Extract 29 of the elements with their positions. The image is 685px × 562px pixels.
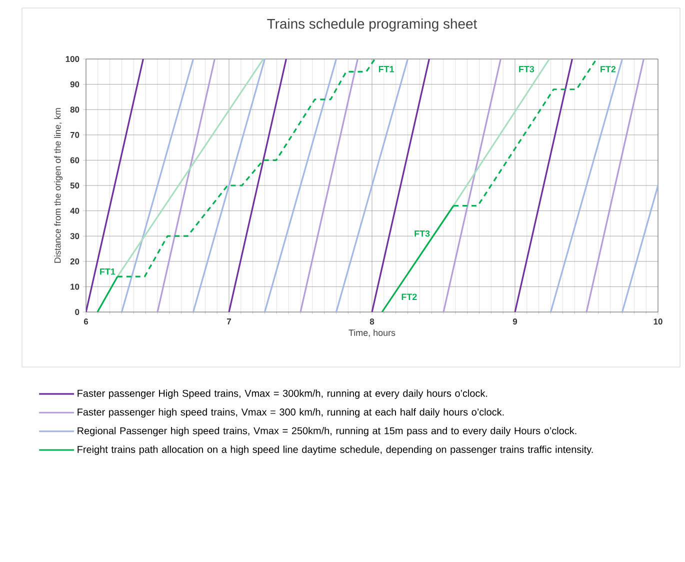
annotation: FT2 <box>600 66 616 72</box>
legend-label: Faster passenger High Speed trains, Vmax = 300km/h, running at every daily hours o’clock. <box>78 390 488 399</box>
legend-label: Regional Passenger high speed trains, Vmax = 250km/h, running at 15m pass and to every daily Hours o’clock. <box>78 426 576 436</box>
y-tick-label: 0 <box>75 309 80 315</box>
y-tick-label: 70 <box>70 132 80 138</box>
x-tick-label: 9 <box>512 318 518 325</box>
y-axis-title: Distance from the origen of the line, km <box>54 108 63 263</box>
y-tick-label: 10 <box>70 284 80 290</box>
y-tick-label: 30 <box>70 233 80 240</box>
x-tick-label: 7 <box>227 318 231 324</box>
legend-label: Freight trains path allocation on a high speed line daytime schedule, depending on passenger trains traffic intensity. <box>78 446 593 455</box>
y-tick-label: 90 <box>70 81 80 88</box>
x-tick-label: 10 <box>654 318 662 325</box>
y-tick-label: 50 <box>70 182 80 188</box>
annotation: FT2 <box>402 294 417 300</box>
legend-label: Faster passenger high speed trains, Vmax = 300 km/h, running at each half daily hours o’clock. <box>78 408 504 418</box>
annotation: FT1 <box>378 66 394 72</box>
annotation: FT3 <box>414 230 430 237</box>
x-axis-title: Time, hours <box>348 329 396 337</box>
annotation: FT1 <box>100 268 116 275</box>
x-tick-label: 8 <box>370 318 374 325</box>
y-tick-label: 20 <box>70 258 80 264</box>
chart-title: Trains schedule programing sheet <box>267 18 478 32</box>
y-tick-label: 60 <box>70 157 80 164</box>
annotation: FT3 <box>519 66 534 72</box>
y-tick-label: 100 <box>66 56 80 62</box>
x-tick-label: 6 <box>84 318 88 325</box>
y-tick-label: 40 <box>70 208 80 214</box>
y-tick-label: 80 <box>70 106 80 113</box>
